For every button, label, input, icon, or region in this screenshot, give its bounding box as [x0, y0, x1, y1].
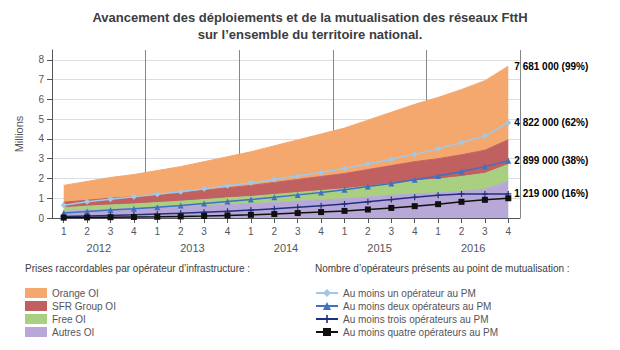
svg-text:Avancement des déploiements et: Avancement des déploiements et de la mut…	[92, 10, 527, 25]
svg-text:4: 4	[506, 226, 512, 237]
svg-text:8: 8	[38, 54, 44, 65]
svg-text:Nombre d’opérateurs présents a: Nombre d’opérateurs présents au point de…	[315, 263, 570, 274]
svg-text:sur l’ensemble du territoire n: sur l’ensemble du territoire national.	[198, 27, 423, 42]
svg-text:2: 2	[84, 226, 90, 237]
svg-text:1: 1	[435, 226, 441, 237]
svg-text:2: 2	[38, 173, 44, 184]
svg-text:Autres OI: Autres OI	[52, 327, 94, 338]
svg-text:2 899 000 (38%): 2 899 000 (38%)	[514, 155, 588, 166]
svg-text:7: 7	[38, 74, 44, 85]
svg-text:4: 4	[38, 133, 44, 144]
svg-text:3: 3	[201, 226, 207, 237]
svg-text:3: 3	[482, 226, 488, 237]
svg-text:3: 3	[108, 226, 114, 237]
svg-text:Orange OI: Orange OI	[52, 288, 99, 299]
svg-text:SFR Group OI: SFR Group OI	[52, 301, 116, 312]
svg-text:Millions: Millions	[13, 115, 25, 152]
svg-text:4: 4	[131, 226, 137, 237]
svg-text:Au moins un opérateur au PM: Au moins un opérateur au PM	[343, 288, 476, 299]
svg-text:1: 1	[61, 226, 67, 237]
svg-text:Au moins trois opérateurs au P: Au moins trois opérateurs au PM	[343, 314, 489, 325]
svg-text:1 219 000 (16%): 1 219 000 (16%)	[514, 188, 588, 199]
svg-text:1: 1	[155, 226, 161, 237]
svg-text:6: 6	[38, 94, 44, 105]
svg-text:Free OI: Free OI	[52, 314, 86, 325]
svg-text:2016: 2016	[461, 242, 485, 254]
svg-text:1: 1	[38, 193, 44, 204]
svg-text:1: 1	[248, 226, 254, 237]
svg-text:3: 3	[295, 226, 301, 237]
svg-text:4 822 000 (62%): 4 822 000 (62%)	[514, 117, 588, 128]
svg-text:3: 3	[38, 153, 44, 164]
svg-text:2012: 2012	[87, 242, 111, 254]
svg-text:2015: 2015	[367, 242, 391, 254]
svg-text:0: 0	[38, 213, 44, 224]
svg-text:3: 3	[389, 226, 395, 237]
svg-text:Au moins quatre opérateurs au: Au moins quatre opérateurs au PM	[343, 327, 498, 338]
svg-text:7 681 000 (99%): 7 681 000 (99%)	[514, 61, 588, 72]
svg-text:1: 1	[342, 226, 348, 237]
svg-text:4: 4	[225, 226, 231, 237]
svg-text:2: 2	[459, 226, 465, 237]
svg-text:2013: 2013	[180, 242, 204, 254]
svg-text:4: 4	[318, 226, 324, 237]
svg-text:Prises raccordables par opérat: Prises raccordables par opérateur d’infr…	[25, 263, 250, 274]
svg-text:4: 4	[412, 226, 418, 237]
svg-text:5: 5	[38, 114, 44, 125]
svg-text:2014: 2014	[274, 242, 298, 254]
svg-text:2: 2	[272, 226, 278, 237]
svg-text:Au moins deux opérateurs au PM: Au moins deux opérateurs au PM	[343, 301, 491, 312]
svg-text:2: 2	[178, 226, 184, 237]
svg-text:2: 2	[365, 226, 371, 237]
